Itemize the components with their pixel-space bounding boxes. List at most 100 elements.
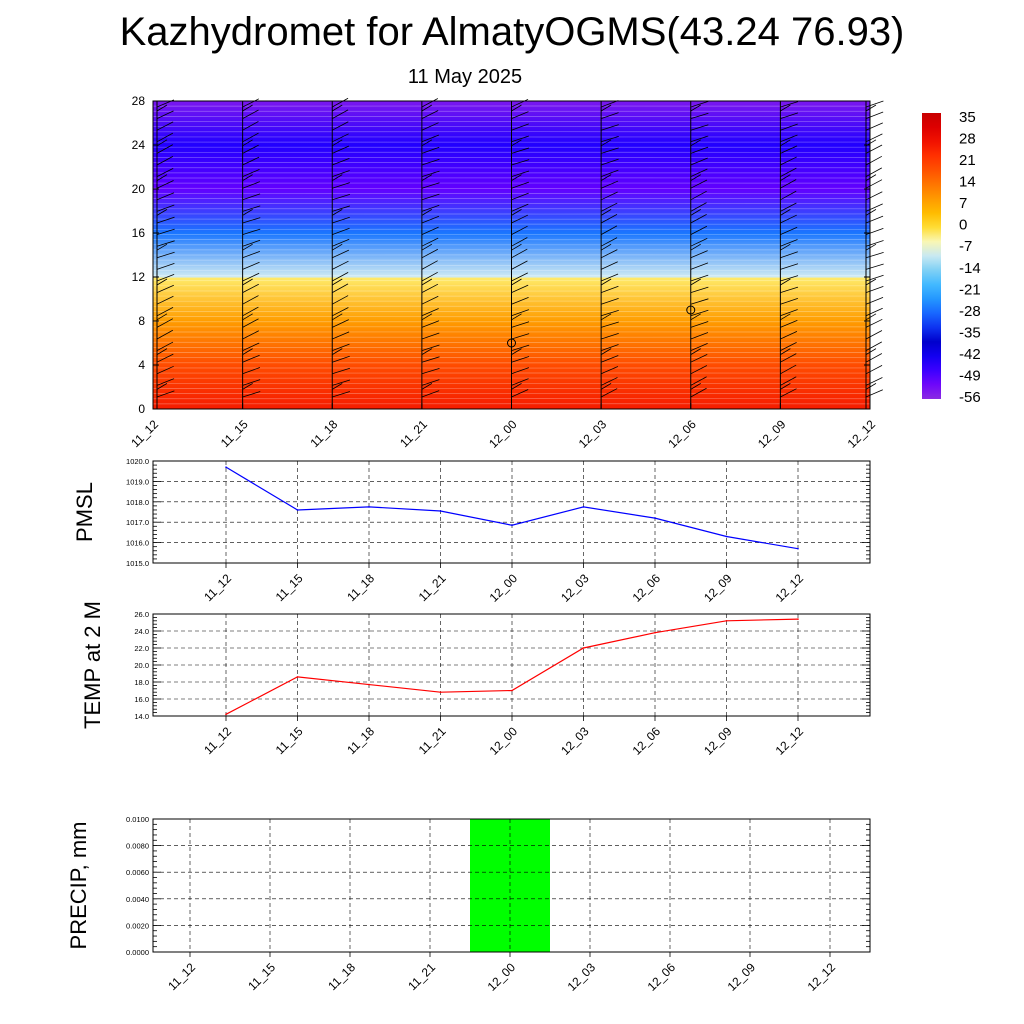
barb-flag <box>690 243 701 251</box>
data-point <box>725 620 728 622</box>
barb-flag <box>511 192 529 201</box>
colorbar-tick-label: -49 <box>959 367 981 384</box>
barb-flag <box>421 332 440 340</box>
barb-flag <box>600 191 618 201</box>
barb-flag <box>511 309 529 317</box>
barb-flag <box>865 167 883 177</box>
x-tick-label: 11_15 <box>273 571 306 604</box>
x-tick-label: 12_09 <box>701 571 735 605</box>
barb-flag <box>690 168 708 177</box>
contour-line <box>152 249 871 251</box>
colorbar-tick-label: 21 <box>959 152 976 169</box>
y-tick-label: 24.0 <box>134 627 149 636</box>
barb-flag <box>780 388 797 398</box>
barb-flag <box>156 132 174 143</box>
y-tick-label: 1020.0 <box>126 457 149 466</box>
barb-flag <box>242 193 261 201</box>
colorbar: 35 28 21 14 7 0 -7 -14 -21 -28 -35 -42 -49 -56 <box>922 109 981 406</box>
page-subtitle: 11 May 2025 <box>407 66 523 88</box>
barb-flag <box>780 278 791 286</box>
barb-flag <box>865 263 884 270</box>
barb-flag <box>865 203 883 212</box>
barb-flag <box>242 139 253 147</box>
heatmap-x-tick-label: 12_03 <box>576 417 610 451</box>
barb-flag <box>242 243 253 251</box>
barb-flag <box>242 228 261 235</box>
barb-flag <box>242 156 260 166</box>
y-axis-title: PMSL <box>72 482 97 542</box>
barb-flag <box>156 240 175 247</box>
x-tick-label: 12_03 <box>558 724 592 758</box>
barb-flag <box>865 174 877 181</box>
x-tick-label: 12_12 <box>773 724 807 758</box>
barb-flag <box>421 278 433 286</box>
barb-flag <box>690 332 709 340</box>
contour-line <box>152 269 871 272</box>
barb-flag <box>690 112 709 119</box>
wind-barbs <box>156 97 884 409</box>
data-point <box>368 506 370 508</box>
data-point <box>654 631 656 634</box>
barb-flag <box>156 278 168 286</box>
barb-flag <box>780 226 798 235</box>
barb-flag <box>242 104 253 112</box>
barb-flag <box>511 284 529 293</box>
contour-line <box>152 336 871 338</box>
calm-circle <box>507 338 516 348</box>
barb-flag <box>600 104 612 112</box>
barb-flag <box>332 145 350 154</box>
barb-flag <box>600 377 618 386</box>
barb-flag <box>780 145 798 154</box>
barb-flag <box>156 313 168 321</box>
heatmap-y-tick-label: 24 <box>132 138 146 152</box>
barb-flag <box>511 389 529 398</box>
barb-flag <box>511 174 522 181</box>
barb-flag <box>600 139 612 147</box>
barb-flag <box>511 367 529 375</box>
barb-flag <box>511 237 528 247</box>
barb-flag <box>332 383 343 390</box>
barb-flag <box>332 133 349 143</box>
barb-flag <box>865 330 883 340</box>
y-tick-label: 0.0060 <box>126 868 149 877</box>
colorbar-tick-label: -56 <box>959 389 981 406</box>
barb-flag <box>600 237 618 247</box>
heatmap-y-tick-label: 8 <box>138 314 145 328</box>
barb-flag <box>332 170 350 177</box>
barb-flag <box>600 225 618 235</box>
barb-flag <box>421 158 440 166</box>
heatmap-x-tick-label: 11_15 <box>218 417 251 450</box>
temp-panel: 14.0 16.0 18.0 20.0 22.0 24.0 26.0 11_12 11_15 11… <box>80 601 871 758</box>
barb-flag <box>865 353 883 363</box>
barb-flag <box>511 348 522 355</box>
barb-flag <box>600 298 619 305</box>
barb-flag <box>332 348 343 355</box>
barb-flag <box>156 156 174 166</box>
barb-flag <box>780 101 799 108</box>
barb-flag <box>690 209 701 216</box>
data-point <box>582 506 585 508</box>
y-tick-label: 22.0 <box>134 644 149 653</box>
panel-frame <box>152 818 871 953</box>
barb-flag <box>690 309 709 317</box>
barb-flag <box>332 194 351 201</box>
barb-flag <box>690 157 708 166</box>
barb-flag <box>332 249 350 259</box>
barb-flag <box>242 209 253 216</box>
barb-flag <box>601 309 619 317</box>
barb-flag <box>690 321 709 328</box>
colorbar-tick-label: -28 <box>959 303 981 320</box>
heatmap-y-tick-label: 20 <box>132 182 146 196</box>
barb-flag <box>332 260 349 270</box>
barb-flag <box>600 348 612 355</box>
barb-flag <box>242 98 260 108</box>
barb-flag <box>780 383 791 390</box>
barb-flag <box>332 278 343 286</box>
barb-flag <box>865 377 883 386</box>
barb-flag <box>156 365 174 375</box>
barb-flag <box>865 144 883 154</box>
barb-flag <box>242 250 260 259</box>
barb-flag <box>332 379 351 386</box>
barb-flag <box>511 147 530 154</box>
barb-flag <box>601 136 619 143</box>
